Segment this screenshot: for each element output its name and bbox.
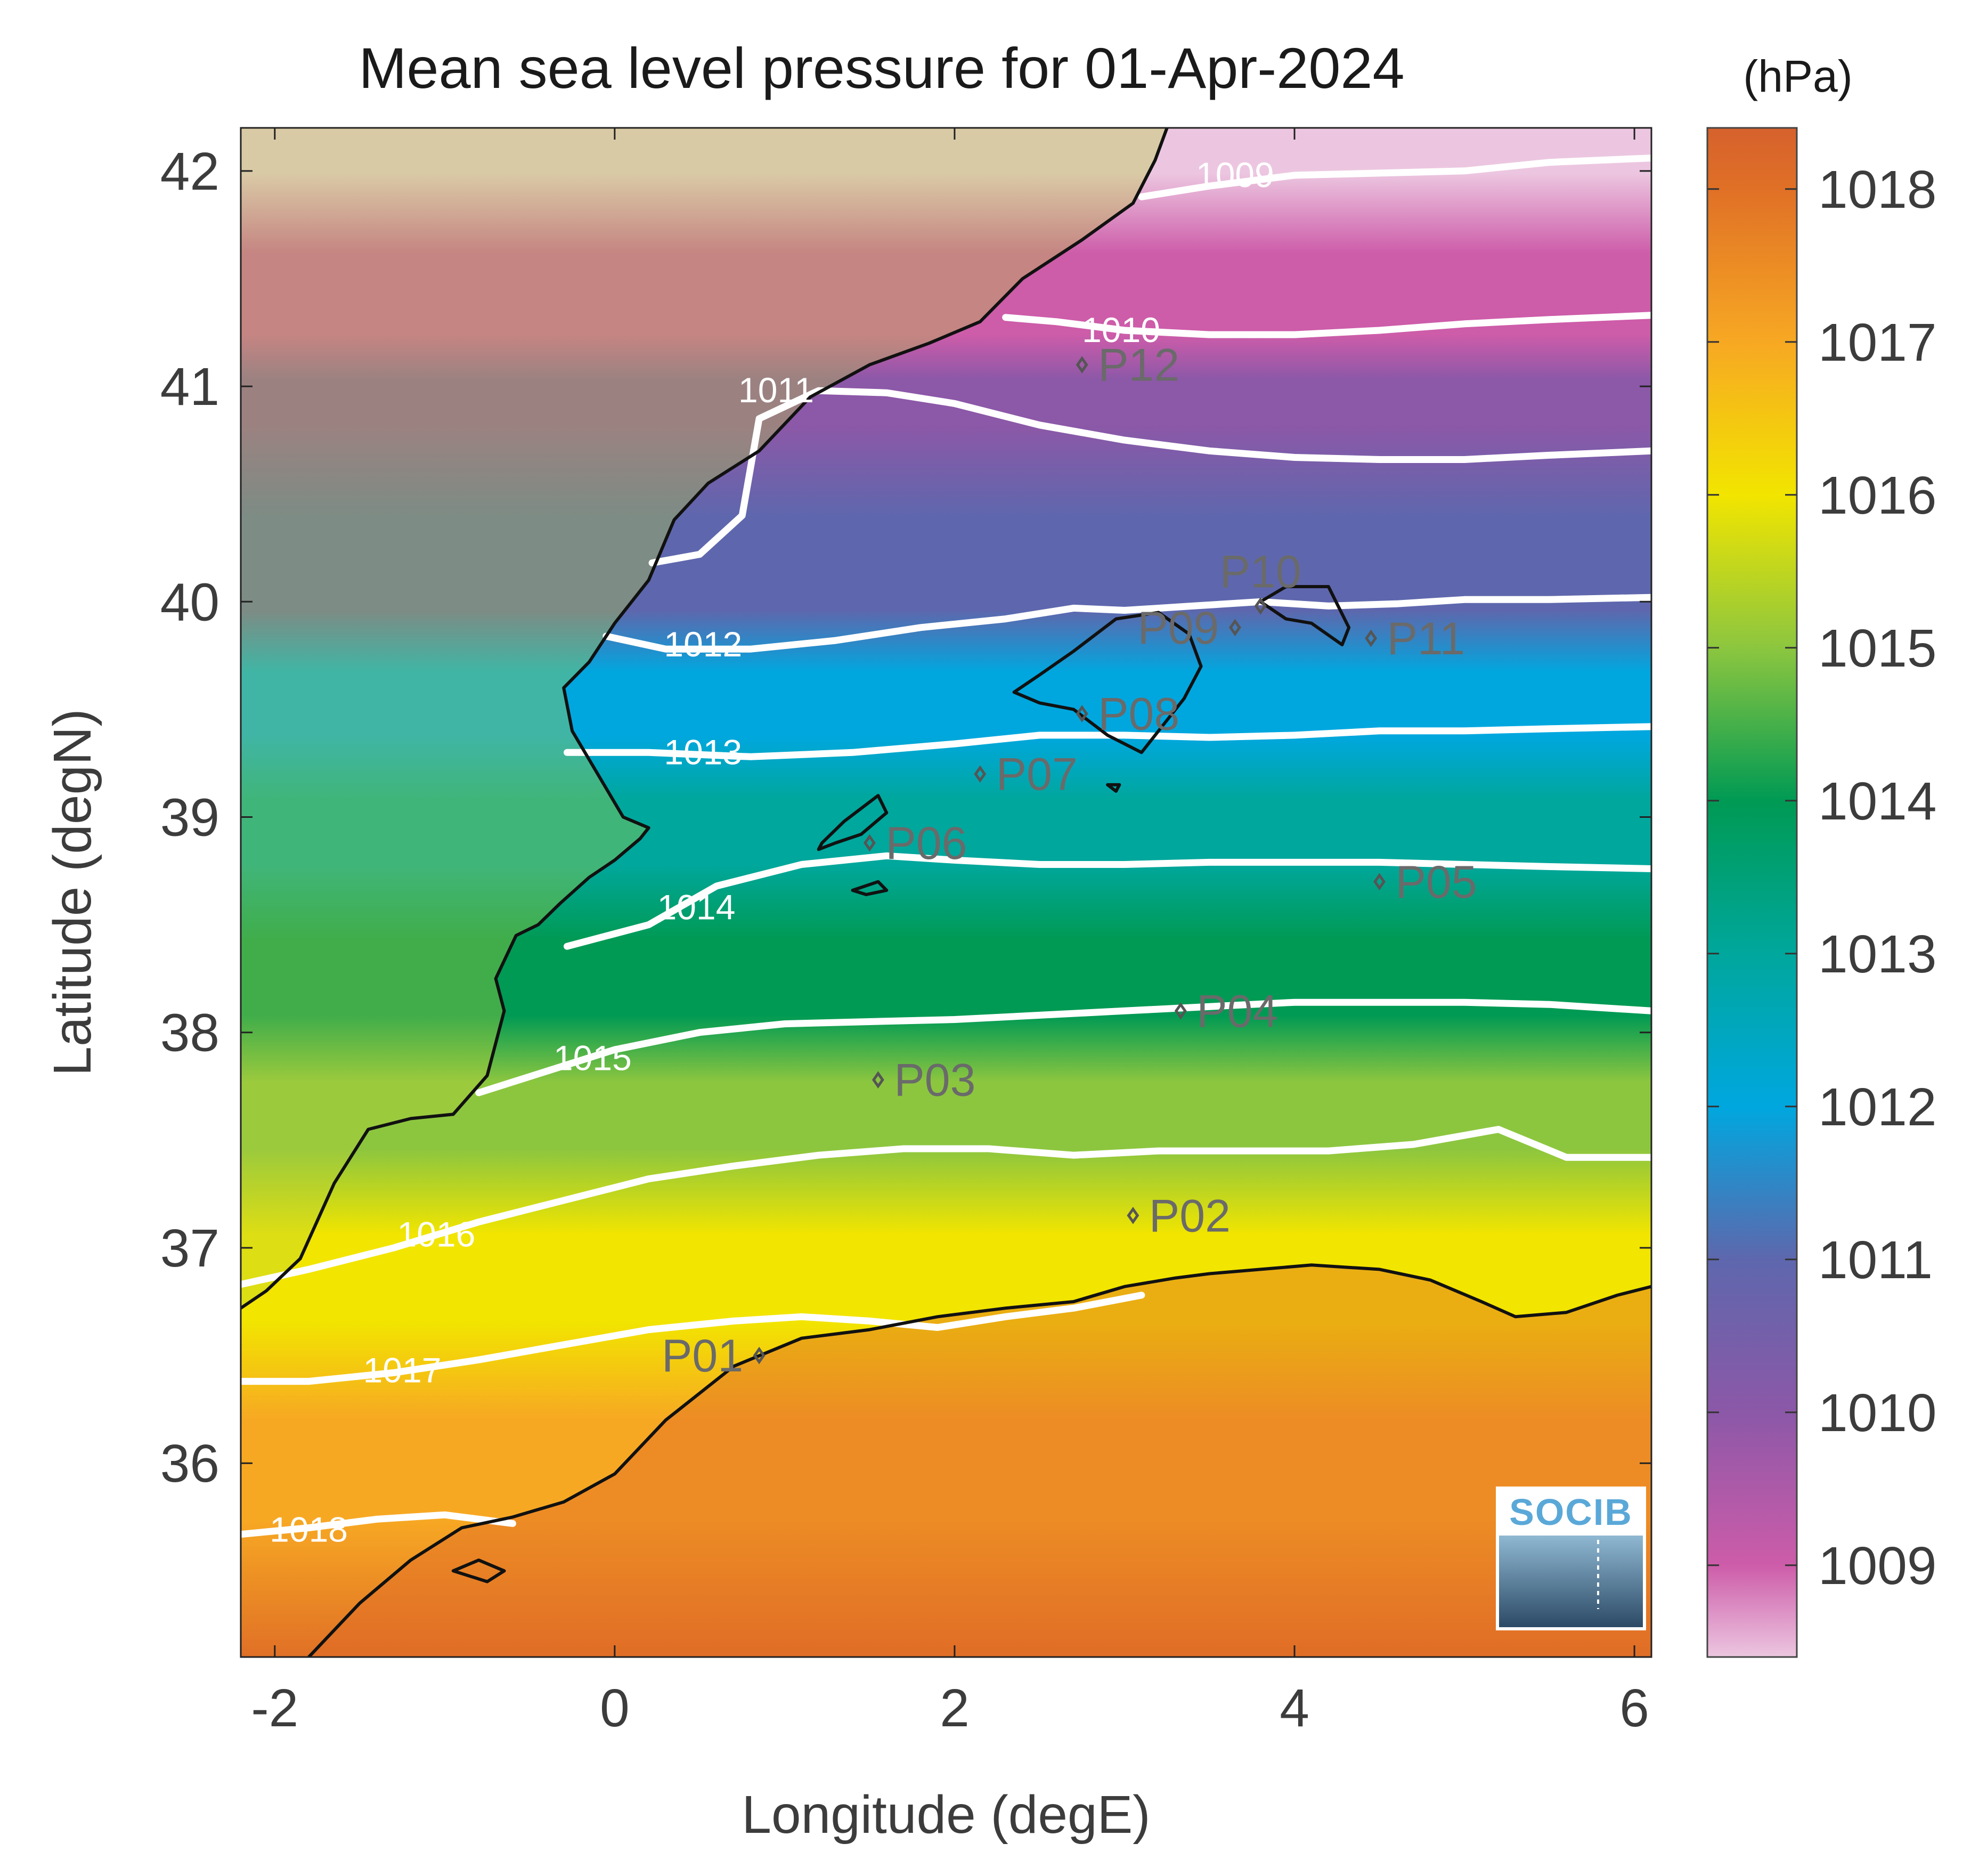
station-label-p05: P05 xyxy=(1396,857,1477,908)
station-marker-p02[interactable] xyxy=(1127,1206,1139,1224)
coastline-formentera xyxy=(851,880,889,896)
africa-land xyxy=(308,1265,1651,1657)
coastline-ibiza xyxy=(817,794,889,851)
isobar-label-1010: 1010 xyxy=(1082,310,1160,350)
socib-logo: SOCIB xyxy=(1496,1487,1646,1630)
x-tick-label: 0 xyxy=(600,1678,630,1738)
colorbar-tick-label: 1016 xyxy=(1818,466,1936,525)
chart-title: Mean sea level pressure for 01-Apr-2024 xyxy=(359,36,1404,100)
isobar-1014 xyxy=(564,852,1651,950)
colorbar-unit: (hPa) xyxy=(1743,51,1852,101)
coastline-cabrera xyxy=(1106,783,1121,793)
land-shading xyxy=(241,128,1651,1657)
x-tick-label: 4 xyxy=(1280,1678,1309,1738)
colorbar-tick-label: 1015 xyxy=(1818,619,1936,678)
iberia-land xyxy=(241,128,1167,1309)
isobar-1011 xyxy=(648,387,1651,566)
colorbar-tick-label: 1013 xyxy=(1818,924,1936,984)
colorbar xyxy=(1706,127,1798,1658)
isobar-1013 xyxy=(564,723,1651,760)
station-label-p06: P06 xyxy=(885,818,967,869)
isobar-label-1014: 1014 xyxy=(657,887,736,927)
isobar-1016 xyxy=(241,1126,1651,1288)
map-panel: 1009 1010 1011 1012 1013 1014 1015 1016 1017 1018… xyxy=(241,128,1651,1657)
station-marker-p03[interactable] xyxy=(872,1071,884,1089)
coastline-africa xyxy=(307,1263,1651,1657)
isobar-label-1011: 1011 xyxy=(738,370,814,410)
station-marker-p08[interactable] xyxy=(1076,705,1088,722)
colorbar-tick-label: 1011 xyxy=(1818,1230,1933,1290)
station-label-p07: P07 xyxy=(996,749,1078,800)
isobar-1017 xyxy=(241,1292,1145,1385)
station-marker-p11[interactable] xyxy=(1365,629,1378,647)
isobar-1012 xyxy=(602,594,1651,653)
y-tick-label: 41 xyxy=(160,357,219,417)
colorbar-tick-label: 1012 xyxy=(1818,1077,1936,1137)
x-tick-label: 6 xyxy=(1619,1678,1649,1738)
isobar-label-1018: 1018 xyxy=(270,1510,348,1549)
coastlines xyxy=(241,128,1651,1657)
station-label-p01: P01 xyxy=(662,1330,743,1382)
isobar-label-1009: 1009 xyxy=(1196,155,1274,194)
isobar-1010 xyxy=(1002,312,1651,338)
x-tick-label: 2 xyxy=(940,1678,970,1738)
station-label-p03: P03 xyxy=(894,1055,975,1106)
coastline-iberia xyxy=(241,128,1169,1310)
coastline-mallorca xyxy=(1012,611,1203,754)
station-marker-p05[interactable] xyxy=(1373,873,1386,891)
colorbar-tick-label: 1009 xyxy=(1818,1536,1936,1596)
map-frame xyxy=(240,127,1652,1658)
isobar-1009 xyxy=(1138,155,1651,200)
colorbar-tick-label: 1018 xyxy=(1818,160,1936,220)
station-label-p10: P10 xyxy=(1220,546,1301,597)
x-axis-ticks: -2 0 2 4 6 xyxy=(251,128,1649,1738)
isobar-1018 xyxy=(241,1511,516,1538)
isobar-1015 xyxy=(475,998,1651,1097)
colorbar-ticks: 1009 1010 1011 1012 1013 1014 1015 1016 1017 1018 xyxy=(1707,160,1936,1596)
y-tick-label: 40 xyxy=(160,572,219,632)
station-marker-p10[interactable] xyxy=(1254,597,1267,615)
station-label-p02: P02 xyxy=(1149,1190,1231,1241)
station-marker-p12[interactable] xyxy=(1076,356,1088,373)
station-marker-p09[interactable] xyxy=(1228,619,1241,637)
isobar-label-1013: 1013 xyxy=(664,732,742,771)
y-axis-ticks: 36 37 38 39 40 41 42 xyxy=(160,142,1651,1493)
colorbar-tick-label: 1017 xyxy=(1818,313,1936,372)
station-marker-p01[interactable] xyxy=(753,1346,766,1365)
x-tick-label: -2 xyxy=(251,1678,298,1738)
logo-wave-box xyxy=(1499,1536,1643,1627)
coastline-alboran_island xyxy=(451,1558,506,1583)
pressure-field xyxy=(241,128,1651,1657)
station-label-p08: P08 xyxy=(1098,689,1179,740)
station-label-p12: P12 xyxy=(1098,340,1179,391)
station-marker-p06[interactable] xyxy=(863,834,876,852)
x-axis-label: Longitude (degE) xyxy=(742,1785,1150,1845)
station-marker-p07[interactable] xyxy=(974,765,987,783)
y-tick-label: 42 xyxy=(160,142,219,201)
y-tick-label: 36 xyxy=(160,1434,219,1493)
coastline-menorca xyxy=(1259,585,1351,647)
station-marker-p04[interactable] xyxy=(1174,1002,1187,1020)
station-label-p04: P04 xyxy=(1196,986,1278,1037)
isobars xyxy=(241,155,1651,1538)
y-axis-label: Latitude (degN) xyxy=(43,709,102,1076)
y-tick-label: 38 xyxy=(160,1003,219,1063)
y-tick-label: 37 xyxy=(160,1219,219,1278)
station-label-p11: P11 xyxy=(1387,613,1465,664)
colorbar-tick-label: 1014 xyxy=(1818,771,1936,831)
colorbar-tick-label: 1010 xyxy=(1818,1383,1936,1443)
station-label-p09: P09 xyxy=(1137,603,1219,654)
isobar-labels: 1009 1010 1011 1012 1013 1014 1015 1016 1017 1018 xyxy=(270,155,1274,1549)
isobar-label-1015: 1015 xyxy=(553,1038,632,1077)
y-tick-label: 39 xyxy=(160,788,219,848)
isobar-label-1012: 1012 xyxy=(664,624,742,664)
isobar-label-1017: 1017 xyxy=(363,1350,442,1390)
logo-text: SOCIB xyxy=(1509,1491,1633,1533)
isobar-label-1016: 1016 xyxy=(397,1215,475,1254)
